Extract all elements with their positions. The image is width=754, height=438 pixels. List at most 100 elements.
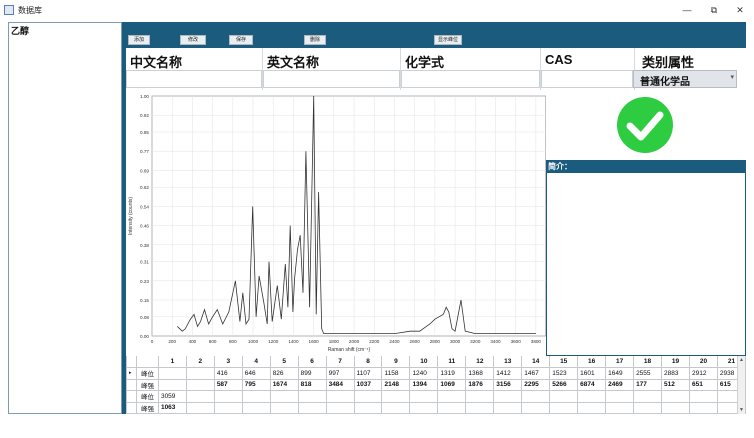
table-cell[interactable] (213, 401, 243, 414)
table-cell[interactable]: 899 (297, 367, 327, 380)
table-cell[interactable]: 826 (269, 367, 299, 380)
table-cell[interactable] (297, 390, 327, 403)
table-cell[interactable]: 2555 (633, 367, 663, 380)
table-cell[interactable] (605, 390, 635, 403)
table-cell[interactable] (185, 401, 215, 414)
table-cell[interactable] (325, 390, 355, 403)
chevron-down-icon[interactable]: ▾ (730, 74, 734, 81)
table-cell[interactable]: 3484 (325, 378, 355, 391)
list-item-ethanol[interactable]: 乙醇 (11, 26, 30, 36)
table-cell[interactable] (269, 401, 299, 414)
table-cell[interactable] (409, 401, 439, 414)
table-cell[interactable]: 2148 (381, 378, 411, 391)
table-cell[interactable] (409, 390, 439, 403)
table-scrollbar[interactable]: ▲ ▼ (737, 356, 745, 414)
table-cell[interactable]: 1394 (409, 378, 439, 391)
show-peaks-button[interactable]: 显示峰位 (434, 35, 462, 45)
table-cell[interactable]: 1368 (465, 367, 495, 380)
table-cell[interactable] (549, 390, 579, 403)
compound-list[interactable]: 乙醇 (8, 22, 122, 414)
table-cell[interactable] (157, 367, 187, 380)
table-cell[interactable] (688, 390, 718, 403)
table-cell[interactable] (353, 390, 383, 403)
table-cell[interactable]: 2883 (661, 367, 690, 380)
peak-table[interactable]: 1 2 3 4 5 6 7 8 9 10 11 12 13 14 15 16 17 18 19 20 21 ▸ 峰位 416 6… (122, 356, 746, 414)
table-cell[interactable] (521, 390, 551, 403)
add-button[interactable]: 添加 (128, 35, 150, 45)
table-cell[interactable]: 651 (688, 378, 718, 391)
intro-textarea[interactable] (546, 172, 746, 356)
table-cell[interactable]: 1523 (549, 367, 579, 380)
table-cell[interactable]: 512 (661, 378, 690, 391)
table-cell[interactable]: 3059 (157, 390, 187, 403)
table-cell[interactable]: 997 (325, 367, 355, 380)
table-cell[interactable] (688, 401, 718, 414)
table-row[interactable]: ▸ 峰位 416 646 826 899 997 1107 1158 1240 1319 1368 14… (126, 367, 746, 380)
table-cell[interactable] (381, 401, 411, 414)
table-cell[interactable]: 1674 (269, 378, 299, 391)
table-cell[interactable] (633, 390, 663, 403)
table-cell[interactable]: 1037 (353, 378, 383, 391)
table-cell[interactable]: 2295 (521, 378, 551, 391)
table-cell[interactable] (549, 401, 579, 414)
table-cell[interactable] (381, 390, 411, 403)
table-cell[interactable]: 6874 (577, 378, 607, 391)
table-cell[interactable]: 416 (213, 367, 243, 380)
table-cell[interactable]: 5266 (549, 378, 579, 391)
table-cell[interactable] (297, 401, 327, 414)
delete-button[interactable]: 删除 (304, 35, 326, 45)
table-cell[interactable]: 1063 (157, 401, 187, 414)
table-cell[interactable] (185, 367, 215, 380)
close-button[interactable]: ✕ (736, 5, 744, 15)
category-select[interactable]: 普通化学品 ▾ (633, 70, 737, 88)
table-cell[interactable]: 1876 (465, 378, 495, 391)
table-cell[interactable]: 1069 (437, 378, 467, 391)
table-cell[interactable] (577, 390, 607, 403)
table-cell[interactable]: 1649 (605, 367, 635, 380)
table-cell[interactable] (493, 390, 523, 403)
table-cell[interactable] (605, 401, 635, 414)
table-cell[interactable] (661, 401, 690, 414)
table-cell[interactable]: 587 (213, 378, 243, 391)
table-cell[interactable] (157, 378, 187, 391)
table-cell[interactable]: 1412 (493, 367, 523, 380)
cas-field[interactable] (541, 70, 633, 88)
table-cell[interactable]: 818 (297, 378, 327, 391)
table-row[interactable]: 峰位 3059 (126, 390, 746, 403)
table-cell[interactable] (633, 401, 663, 414)
table-cell[interactable] (465, 390, 495, 403)
table-cell[interactable] (185, 378, 215, 391)
scroll-up-icon[interactable]: ▲ (739, 357, 744, 363)
table-cell[interactable] (241, 390, 271, 403)
table-cell[interactable]: 1467 (521, 367, 551, 380)
scroll-down-icon[interactable]: ▼ (739, 407, 744, 413)
table-cell[interactable]: 3156 (493, 378, 523, 391)
table-row[interactable]: 峰强 1063 (126, 401, 746, 414)
table-cell[interactable]: 1107 (353, 367, 383, 380)
table-cell[interactable] (577, 401, 607, 414)
table-cell[interactable]: 2469 (605, 378, 635, 391)
table-cell[interactable]: 795 (241, 378, 271, 391)
restore-button[interactable]: ⧉ (710, 5, 718, 15)
table-cell[interactable] (437, 390, 467, 403)
table-cell[interactable] (353, 401, 383, 414)
table-cell[interactable]: 1240 (409, 367, 439, 380)
table-cell[interactable]: 2912 (688, 367, 718, 380)
table-cell[interactable] (521, 401, 551, 414)
minimize-button[interactable]: — (682, 5, 692, 15)
table-cell[interactable] (493, 401, 523, 414)
table-cell[interactable]: 1158 (381, 367, 411, 380)
table-cell[interactable] (325, 401, 355, 414)
table-cell[interactable] (437, 401, 467, 414)
english-name-field[interactable] (263, 70, 400, 88)
save-button[interactable]: 保存 (229, 35, 253, 45)
table-cell[interactable] (213, 390, 243, 403)
table-cell[interactable]: 177 (633, 378, 663, 391)
formula-field[interactable] (401, 70, 540, 88)
table-cell[interactable]: 1601 (577, 367, 607, 380)
table-cell[interactable] (269, 390, 299, 403)
table-cell[interactable]: 1319 (437, 367, 467, 380)
table-cell[interactable] (185, 390, 215, 403)
modify-button[interactable]: 修改 (180, 35, 206, 45)
table-cell[interactable] (241, 401, 271, 414)
